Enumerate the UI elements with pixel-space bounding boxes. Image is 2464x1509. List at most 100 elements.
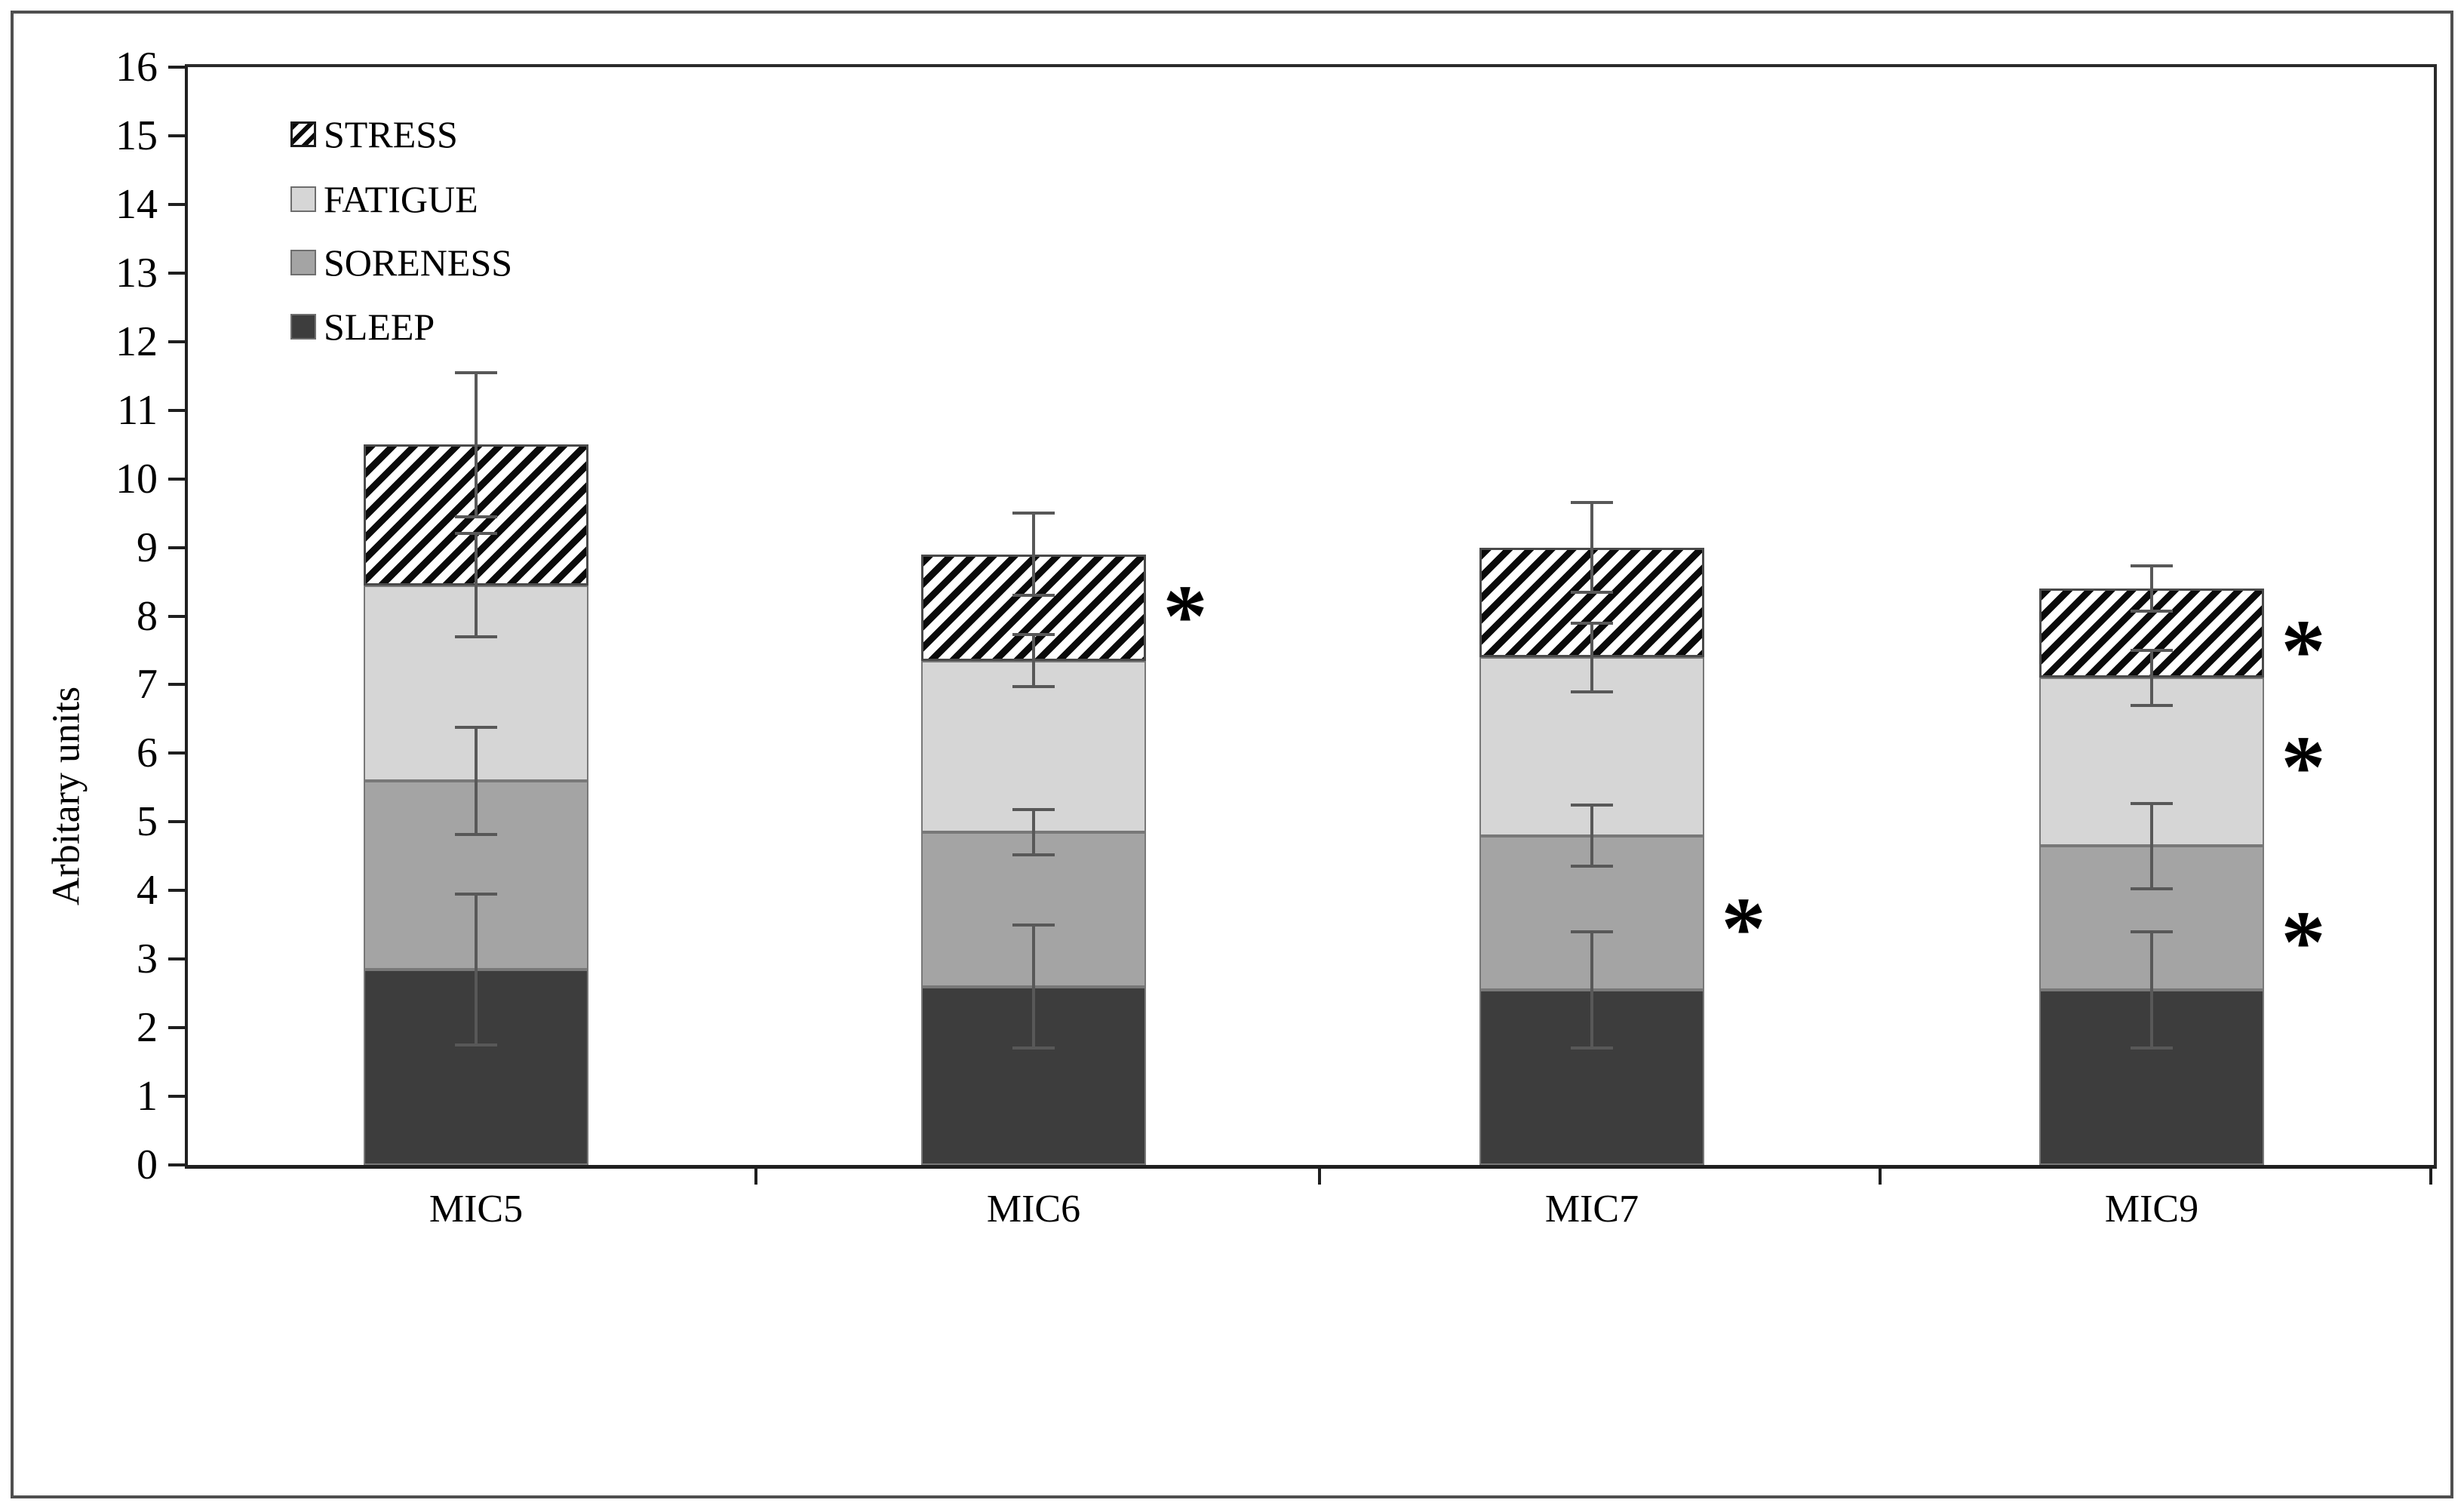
error-bar-cap (455, 370, 497, 374)
error-bar-cap (1571, 803, 1613, 807)
error-bar-MIC9-soreness (2150, 803, 2153, 889)
y-axis-tick (168, 271, 185, 275)
y-axis-tick (168, 340, 185, 343)
asterisk-glyph: * (2281, 601, 2326, 700)
error-bar-cap (2131, 564, 2173, 568)
error-bar-cap (1012, 923, 1055, 927)
error-bar-cap (455, 515, 497, 518)
error-bar-cap (2131, 887, 2173, 890)
y-axis-tick (168, 408, 185, 412)
error-bar-MIC9-stress (2150, 566, 2153, 612)
x-tick-label-MIC6: MIC6 (986, 1188, 1081, 1231)
error-bar-cap (1571, 1046, 1613, 1050)
bar-MIC6-fatigue-segment (921, 660, 1146, 832)
y-axis-tick (168, 683, 185, 687)
x-tick-label-MIC9: MIC9 (2104, 1188, 2199, 1231)
y-tick-label-10: 10 (115, 455, 158, 502)
y-axis-tick (168, 546, 185, 549)
y-axis-tick (168, 820, 185, 824)
y-tick-label-1: 1 (137, 1073, 158, 1120)
error-bar-cap (1571, 621, 1613, 625)
y-tick-label-5: 5 (137, 798, 158, 846)
sleep-swatch-icon (290, 314, 316, 340)
error-bar-cap (1571, 690, 1613, 693)
error-bar-MIC6-sleep (1032, 924, 1035, 1049)
error-bar-cap (1571, 865, 1613, 868)
error-bar-cap (1012, 594, 1055, 598)
plot-area: STRESS FATIGUE SORENESS SLEEP 0 1 2 3 4 5 6 7 8 9 10 1… (115, 44, 2437, 1229)
error-bar-cap (455, 725, 497, 729)
error-bar-cap (455, 892, 497, 896)
y-tick-label-13: 13 (115, 249, 158, 297)
asterisk-glyph: * (1163, 567, 1208, 666)
y-tick-label-16: 16 (115, 44, 158, 91)
error-bar-cap (2131, 703, 2173, 707)
legend-item-fatigue: FATIGUE (290, 178, 478, 220)
x-axis-tick (754, 1165, 757, 1185)
x-axis-tick (1318, 1165, 1321, 1185)
y-axis-tick (168, 957, 185, 961)
y-tick-label-15: 15 (115, 112, 158, 159)
error-bar-cap (1012, 685, 1055, 689)
error-bar-cap (1012, 512, 1055, 515)
error-bar-cap (2131, 610, 2173, 613)
y-tick-label-8: 8 (137, 592, 158, 640)
y-tick-label-2: 2 (137, 1004, 158, 1052)
y-tick-label-7: 7 (137, 661, 158, 708)
y-axis-tick (168, 134, 185, 137)
error-bar-cap (2131, 930, 2173, 933)
legend-label-stress: STRESS (324, 113, 458, 155)
error-bar-cap (2131, 648, 2173, 652)
legend-item-stress: STRESS (290, 113, 458, 155)
y-axis-tick (168, 889, 185, 893)
y-axis-tick (168, 751, 185, 755)
legend-item-soreness: SORENESS (290, 241, 512, 284)
error-bar-cap (455, 532, 497, 536)
soreness-swatch-icon (290, 250, 316, 275)
error-bar-cap (1571, 590, 1613, 594)
y-axis-tick (168, 202, 185, 206)
error-bar-cap (1012, 853, 1055, 856)
legend-label-soreness: SORENESS (324, 241, 513, 284)
x-tick-label-MIC7: MIC7 (1544, 1188, 1639, 1231)
y-axis-tick (168, 477, 185, 481)
error-bar-cap (1012, 633, 1055, 637)
y-axis-tick (168, 1026, 185, 1030)
error-bar-cap (1012, 1046, 1055, 1050)
error-bar-MIC6-soreness (1032, 809, 1035, 855)
error-bar-MIC5-soreness (475, 727, 478, 834)
error-bar-cap (1571, 930, 1613, 933)
x-axis-tick (2429, 1165, 2432, 1185)
error-bar-MIC7-fatigue (1590, 622, 1593, 692)
error-bar-MIC5-fatigue (475, 533, 478, 637)
error-bar-cap (455, 1043, 497, 1046)
error-bar-cap (455, 635, 497, 638)
error-bar-MIC5-stress (475, 372, 478, 517)
y-tick-label-4: 4 (137, 867, 158, 914)
y-tick-label-0: 0 (137, 1142, 158, 1188)
error-bar-MIC7-sleep (1590, 931, 1593, 1049)
y-axis-tick (168, 1163, 185, 1166)
error-bar-MIC7-stress (1590, 502, 1593, 592)
asterisk-glyph: * (1721, 878, 1766, 978)
y-axis-tick (168, 66, 185, 69)
y-axis-tick (168, 614, 185, 618)
error-bar-cap (2131, 1046, 2173, 1050)
error-bar-cap (2131, 801, 2173, 805)
error-bar-cap (1012, 807, 1055, 811)
y-tick-label-9: 9 (137, 524, 158, 571)
error-bar-MIC9-sleep (2150, 931, 2153, 1049)
fatigue-swatch-icon (290, 186, 316, 212)
error-bar-MIC5-sleep (475, 893, 478, 1045)
x-axis-tick (1879, 1165, 1882, 1185)
error-bar-MIC6-fatigue (1032, 635, 1035, 687)
legend-label-fatigue: FATIGUE (324, 178, 478, 220)
legend-item-sleep: SLEEP (290, 306, 435, 348)
y-axis-tick (168, 1095, 185, 1099)
x-tick-label-MIC5: MIC5 (429, 1188, 524, 1231)
stress-swatch-icon (290, 121, 316, 147)
asterisk-glyph: * (2281, 718, 2326, 817)
y-tick-label-11: 11 (117, 386, 158, 434)
y-tick-label-14: 14 (115, 180, 158, 228)
